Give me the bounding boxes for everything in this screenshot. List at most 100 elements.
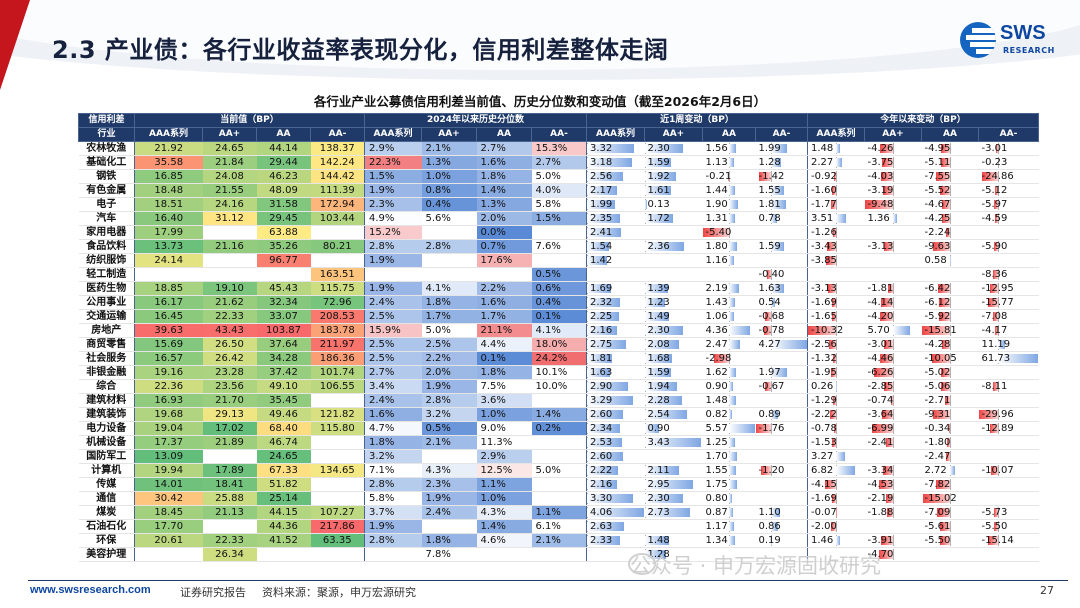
bar-value: 2.36 (647, 241, 670, 252)
percentile-cell: 21.1% (476, 323, 532, 338)
percentile-cell: 4.6% (476, 533, 532, 548)
ytd-change-cell: -4.03 (864, 169, 922, 184)
ytd-change-cell: -3.64 (864, 407, 922, 422)
percentile-cell: 0.8% (421, 183, 477, 198)
bar-value: 2.17 (590, 185, 613, 196)
bar-fill (587, 172, 623, 181)
bar-value: 2.47 (705, 339, 728, 350)
current-value-cell: 44.14 (256, 141, 311, 156)
weekly-change-cell: 1.42 (586, 253, 645, 268)
current-value-cell: 30.42 (134, 491, 203, 506)
weekly-change-cell: 1.34 (702, 533, 756, 548)
bar-axis (836, 367, 838, 378)
current-value-cell (310, 477, 365, 492)
bar-axis (770, 381, 772, 392)
current-value-cell: 49.46 (256, 407, 311, 422)
current-value-cell: 18.45 (134, 505, 203, 520)
bar-value: -2.41 (867, 437, 894, 448)
industry-cell: 煤炭 (78, 505, 135, 520)
bar-value: 1.49 (647, 311, 670, 322)
table-row: 社会服务 16.57 26.42 34.28 186.36 2.5% 2.2% 0.1% 24.… (78, 351, 1039, 366)
current-value-cell: 22.33 (202, 533, 257, 548)
bar-value: 2.16 (590, 479, 613, 490)
bar-axis (998, 507, 1000, 518)
bar-value: 2.16 (590, 325, 613, 336)
bar-fill (836, 536, 841, 545)
bar-value (865, 451, 868, 462)
footer-url-link[interactable]: www.swsresearch.com (30, 584, 151, 596)
percentile-cell: 15.9% (364, 323, 422, 338)
bar-fill (880, 172, 893, 181)
bar-value: -4.17 (981, 325, 1008, 336)
weekly-change-cell: 1.10 (755, 505, 808, 520)
ytd-change-cell (978, 253, 1039, 268)
bar-fill (728, 480, 737, 489)
weekly-change-cell: 2.11 (644, 463, 703, 478)
weekly-change-cell: 1.54 (586, 239, 645, 254)
bar-fill (587, 382, 628, 391)
bar-fill (728, 158, 734, 167)
current-value-cell: 17.89 (202, 463, 257, 478)
percentile-cell: 1.7% (421, 309, 477, 324)
ytd-change-cell: -5.11 (921, 155, 979, 170)
current-value-cell: 14.01 (134, 477, 203, 492)
bar-fill (881, 158, 893, 167)
bar-value: 3.51 (811, 213, 834, 224)
percentile-cell (531, 547, 587, 562)
watermark-icon (628, 553, 656, 575)
current-value-cell: 16.93 (134, 393, 203, 408)
current-value-cell: 35.45 (256, 393, 311, 408)
current-value-cell: 26.34 (202, 547, 257, 562)
bar-value (588, 549, 591, 560)
current-value-cell: 21.84 (202, 155, 257, 170)
percentile-cell: 1.5% (364, 169, 422, 184)
table-row: 商贸零售 15.69 26.50 37.64 211.97 2.5% 2.5% 4.4% 18.… (78, 337, 1039, 352)
bar-value: -0.07 (811, 507, 837, 518)
industry-cell: 医药生物 (78, 281, 135, 296)
bar-fill (644, 368, 671, 377)
bar-fill (728, 144, 737, 153)
bar-fill (770, 340, 807, 349)
weekly-change-cell: -1.20 (755, 463, 808, 478)
ytd-change-cell: -9.48 (864, 197, 922, 212)
bar-value: 1.97 (758, 367, 781, 378)
industry-cell: 机械设备 (78, 435, 135, 450)
bar-axis (770, 171, 772, 182)
bar-fill (644, 508, 690, 517)
bar-fill (587, 396, 634, 405)
ytd-change-cell: -0.78 (807, 421, 865, 436)
ytd-change-cell: -5.92 (921, 309, 979, 324)
percentile-cell: 1.5% (531, 211, 587, 226)
table-row: 家用电器 17.99 63.88 15.2% 0.0% 2.41 -5.40 -1.26 -2.… (78, 225, 1039, 240)
weekly-change-cell: 0.78 (755, 211, 808, 226)
weekly-change-cell: 1.75 (702, 477, 756, 492)
percentile-cell: 2.5% (421, 337, 477, 352)
bar-axis (893, 353, 894, 364)
weekly-change-cell: 1.25 (702, 435, 756, 450)
current-value-cell: 29.13 (202, 407, 257, 422)
ytd-change-cell: -2.56 (807, 337, 865, 352)
ytd-change-cell (978, 477, 1039, 492)
current-value-cell: 80.21 (310, 239, 365, 254)
ytd-change-cell: -4.28 (921, 337, 979, 352)
bar-value (756, 227, 759, 238)
column-header: AA- (978, 127, 1039, 142)
ytd-change-cell: -3.91 (864, 533, 922, 548)
current-value-cell: 24.65 (202, 141, 257, 156)
bar-fill (587, 424, 620, 433)
bar-value: -4.59 (981, 213, 1008, 224)
bar-fill (587, 354, 613, 363)
ytd-change-cell: -12.95 (978, 281, 1039, 296)
bar-axis (950, 395, 951, 406)
bar-axis (950, 521, 951, 532)
column-header: AA (256, 127, 311, 142)
ytd-change-cell: -3.34 (864, 463, 922, 478)
bar-fill (764, 312, 771, 321)
bar-axis (893, 381, 894, 392)
current-value-cell: 21.92 (134, 141, 203, 156)
ytd-change-cell: -7.55 (921, 169, 979, 184)
table-row: 钢铁 16.85 24.08 46.23 144.42 1.5% 1.0% 1.8% 5.0% 2… (78, 169, 1039, 184)
ytd-change-cell: -1.95 (807, 365, 865, 380)
bar-axis (770, 423, 772, 434)
bar-value: 3.18 (590, 157, 613, 168)
